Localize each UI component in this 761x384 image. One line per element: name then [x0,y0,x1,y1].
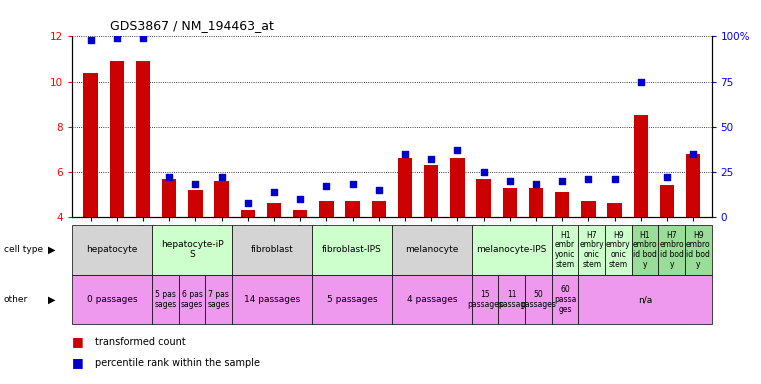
Text: 5 passages: 5 passages [326,295,377,304]
Bar [188,190,202,217]
Point [189,181,202,187]
Text: GDS3867 / NM_194463_at: GDS3867 / NM_194463_at [110,19,274,32]
Text: transformed count: transformed count [95,337,186,347]
Text: 7 pas
sages: 7 pas sages [208,290,230,309]
Text: 0 passages: 0 passages [87,295,138,304]
Text: H7
embry
onic
stem: H7 embry onic stem [579,230,604,269]
Text: 11
passag: 11 passag [498,290,525,309]
Bar [267,204,282,217]
Bar [135,61,150,217]
Text: percentile rank within the sample: percentile rank within the sample [95,358,260,368]
Text: 4 passages: 4 passages [406,295,457,304]
Point [582,176,594,182]
Text: H1
embr
yonic
stem: H1 embr yonic stem [555,230,575,269]
Point [609,176,621,182]
Bar [660,185,674,217]
Point [163,174,175,180]
Text: 5 pas
sages: 5 pas sages [154,290,177,309]
Bar [84,73,98,217]
Text: H9
embry
onic
stem: H9 embry onic stem [606,230,631,269]
Text: melanocyte: melanocyte [405,245,459,254]
Point [556,178,568,184]
Point [425,156,438,162]
Text: melanocyte-IPS: melanocyte-IPS [476,245,547,254]
Point [84,37,97,43]
Bar [686,154,700,217]
Text: H9
embro
id bod
y: H9 embro id bod y [686,230,711,269]
Text: hepatocyte-iP
S: hepatocyte-iP S [161,240,224,259]
Bar [293,210,307,217]
Point [320,183,333,189]
Text: 15
passages: 15 passages [467,290,503,309]
Bar [345,201,360,217]
Point [111,35,123,41]
Point [635,79,647,85]
Text: H7
embro
id bod
y: H7 embro id bod y [659,230,684,269]
Point [242,199,254,205]
Point [451,147,463,153]
Bar [476,179,491,217]
Text: hepatocyte: hepatocyte [87,245,138,254]
Bar [424,165,438,217]
Point [215,174,228,180]
Bar [555,192,569,217]
Text: H1
embro
id bod
y: H1 embro id bod y [632,230,658,269]
Text: fibroblast: fibroblast [250,245,294,254]
Point [373,187,385,193]
Text: ■: ■ [72,335,84,348]
Point [268,189,280,195]
Text: n/a: n/a [638,295,652,304]
Text: ▶: ▶ [48,295,56,305]
Point [295,196,307,202]
Text: ■: ■ [72,356,84,369]
Bar [502,188,517,217]
Text: 50
passages: 50 passages [521,290,556,309]
Point [346,181,358,187]
Bar [607,204,622,217]
Text: 6 pas
sages: 6 pas sages [181,290,203,309]
Point [504,178,516,184]
Point [661,174,673,180]
Point [137,35,149,41]
Bar [451,158,465,217]
Point [399,151,411,157]
Text: ▶: ▶ [48,245,56,255]
Bar [319,201,333,217]
Bar [634,116,648,217]
Point [687,151,699,157]
Bar [240,210,255,217]
Text: 60
passa
ges: 60 passa ges [554,285,576,314]
Text: 14 passages: 14 passages [244,295,300,304]
Bar [215,181,229,217]
Bar [529,188,543,217]
Bar [581,201,596,217]
Bar [162,179,177,217]
Point [530,181,542,187]
Point [477,169,489,175]
Bar [398,158,412,217]
Text: cell type: cell type [4,245,43,254]
Text: other: other [4,295,28,304]
Bar [110,61,124,217]
Bar [371,201,386,217]
Text: fibroblast-IPS: fibroblast-IPS [322,245,382,254]
